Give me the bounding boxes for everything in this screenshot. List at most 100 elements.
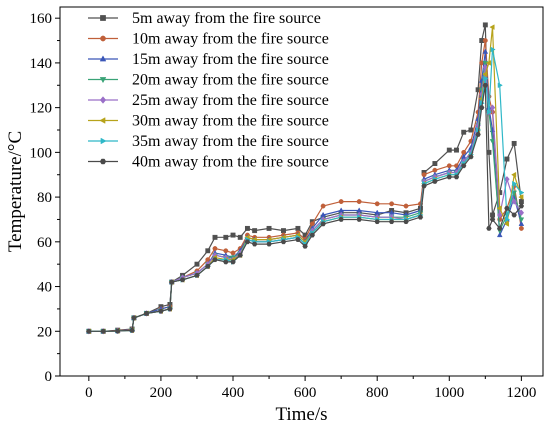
data-point [356, 217, 362, 222]
data-point [169, 279, 175, 285]
x-tick-label: 0 [85, 385, 93, 401]
data-point [167, 306, 173, 312]
data-point [482, 22, 488, 28]
data-point [482, 38, 488, 43]
data-point [374, 201, 380, 207]
data-point [421, 183, 427, 189]
data-point [460, 163, 467, 169]
legend-label: 25m away from the fire source [132, 92, 329, 109]
data-point [489, 217, 496, 222]
data-point [482, 82, 489, 88]
data-point [453, 174, 460, 180]
data-point [482, 48, 489, 54]
data-point [504, 216, 511, 223]
legend-swatch-marker [100, 137, 107, 145]
data-point [244, 225, 250, 231]
legend-item: 35m away from the fire source [88, 133, 329, 150]
legend-label: 20m away from the fire source [132, 72, 329, 89]
data-point [511, 140, 517, 146]
data-point [223, 234, 229, 240]
data-point [468, 154, 474, 160]
data-point [483, 75, 489, 82]
data-point [490, 212, 495, 218]
y-tick-label: 60 [37, 235, 52, 251]
data-point [511, 198, 517, 205]
data-point [485, 60, 491, 66]
x-tick-label: 1000 [434, 385, 464, 401]
data-point [496, 205, 502, 212]
data-point [503, 221, 509, 227]
data-point [446, 147, 452, 153]
data-point [338, 217, 344, 222]
data-point [454, 147, 459, 153]
data-point [511, 212, 517, 218]
data-point [179, 277, 186, 283]
y-tick-label: 100 [30, 145, 53, 161]
legend-item: 30m away from the fire source [88, 113, 329, 130]
y-axis-title: Temperature/°C [5, 131, 26, 252]
data-point [432, 179, 438, 184]
data-point [446, 174, 452, 180]
legend: 5m away from the fire source 10m away fro… [88, 10, 329, 171]
data-point [511, 171, 517, 178]
legend-label: 10m away from the fire source [132, 31, 329, 48]
y-tick-label: 80 [37, 190, 52, 206]
data-point [482, 60, 489, 67]
legend-swatch-marker [99, 96, 107, 104]
data-point [489, 104, 496, 111]
data-point [486, 226, 492, 231]
data-point [389, 201, 395, 207]
data-point [518, 194, 524, 200]
data-point [131, 315, 137, 321]
data-point [518, 209, 525, 216]
data-point [475, 132, 481, 137]
legend-item: 25m away from the fire source [88, 92, 329, 109]
data-point [496, 231, 503, 238]
series-7 [86, 46, 525, 335]
y-tick-label: 20 [37, 324, 52, 340]
data-point [403, 203, 409, 209]
series-8 [86, 82, 525, 334]
data-point [309, 232, 316, 238]
data-point [497, 82, 503, 89]
data-point [479, 105, 485, 110]
x-tick-label: 600 [294, 385, 317, 401]
data-point [302, 243, 308, 249]
legend-label: 35m away from the fire source [132, 133, 329, 150]
legend-label: 40m away from the fire source [132, 154, 329, 171]
data-point [338, 199, 344, 205]
data-point [519, 189, 525, 196]
data-point [281, 228, 286, 234]
legend-label: 30m away from the fire source [132, 113, 329, 130]
data-point [205, 264, 211, 269]
data-point [280, 239, 287, 245]
data-point [295, 225, 301, 231]
data-point [486, 109, 493, 115]
data-point [266, 241, 272, 247]
legend-label: 15m away from the fire source [132, 51, 329, 68]
data-point [100, 328, 106, 334]
x-tick-label: 1200 [506, 385, 536, 401]
data-point [482, 71, 488, 77]
legend-label: 5m away from the fire source [132, 10, 321, 27]
data-point [496, 211, 503, 219]
data-point [504, 205, 510, 211]
legend-item: 10m away from the fire source [88, 31, 329, 48]
legend-swatch-marker [99, 158, 107, 165]
data-point [489, 24, 495, 30]
data-point [251, 241, 258, 247]
data-point [518, 199, 524, 205]
data-point [417, 214, 424, 220]
data-point [129, 328, 135, 333]
data-point [512, 180, 518, 187]
data-point [230, 232, 236, 238]
data-point [518, 203, 525, 209]
legend-swatch-marker [99, 77, 107, 84]
x-axis-title: Time/s [275, 404, 327, 425]
x-tick-label: 200 [150, 385, 173, 401]
y-tick-label: 160 [30, 11, 53, 27]
data-point [212, 257, 218, 263]
data-point [194, 261, 200, 267]
data-point [432, 161, 438, 166]
